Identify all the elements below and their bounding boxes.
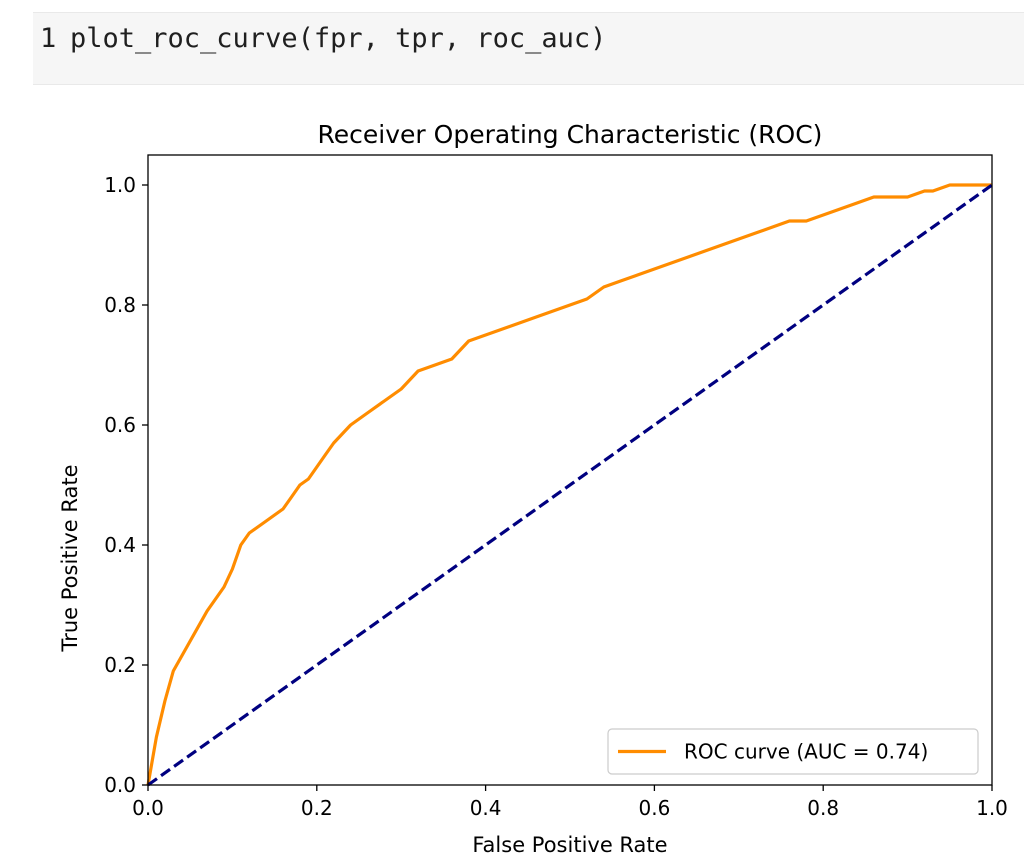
legend-box xyxy=(607,728,979,775)
legend-entry-label: ROC curve (AUC = 0.74) xyxy=(684,740,928,764)
y-tick-label: 0.2 xyxy=(104,653,136,677)
cell-output: Receiver Operating Characteristic (ROC) … xyxy=(0,88,1024,868)
y-tick-label: 1.0 xyxy=(104,173,136,197)
chance-diagonal-line xyxy=(147,183,993,787)
y-tick-label: 0.6 xyxy=(104,413,136,437)
x-tick-label: 0.8 xyxy=(807,796,839,820)
legend: ROC curve (AUC = 0.74) xyxy=(607,728,979,775)
plot-area: 0.0 0.2 0.4 0.6 0.8 1.0 0.0 0.2 0.4 0.6 0.8 1.0 xyxy=(104,154,1008,820)
x-tick-label: 0.6 xyxy=(638,796,670,820)
y-tick-label: 0.4 xyxy=(104,533,136,557)
x-tick-label: 0.0 xyxy=(132,796,164,820)
y-tick-label: 0.0 xyxy=(104,773,136,797)
roc-curve-line xyxy=(146,183,992,786)
x-tick-label: 0.2 xyxy=(301,796,333,820)
x-tick-label: 1.0 xyxy=(976,796,1008,820)
y-tick-label: 0.8 xyxy=(104,293,136,317)
y-axis-label: True Positive Rate xyxy=(58,464,82,652)
axes-frame xyxy=(147,154,993,786)
roc-chart: Receiver Operating Characteristic (ROC) … xyxy=(58,120,1008,857)
code-text[interactable]: plot_roc_curve(fpr, tpr, roc_auc) xyxy=(70,23,607,54)
x-tick-label: 0.4 xyxy=(470,796,502,820)
code-cell[interactable] xyxy=(33,12,1024,85)
line-number: 1 xyxy=(40,23,57,54)
x-axis-label: False Positive Rate xyxy=(472,833,667,857)
chart-title: Receiver Operating Characteristic (ROC) xyxy=(318,120,823,149)
